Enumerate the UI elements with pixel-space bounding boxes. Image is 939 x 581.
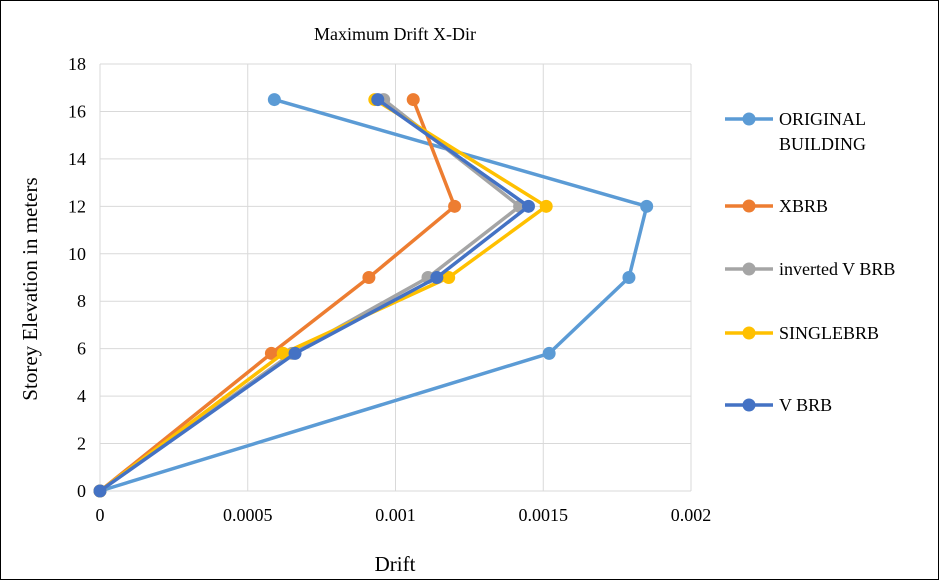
x-tick-label: 0.0015 [519, 505, 569, 525]
legend-label: SINGLEBRB [779, 323, 879, 343]
data-point [622, 271, 636, 284]
legend-entry: XBRB [725, 196, 828, 216]
data-point [288, 346, 302, 360]
y-tick-label: 2 [77, 434, 86, 454]
data-point [371, 93, 385, 107]
data-point [267, 93, 281, 107]
y-tick-label: 8 [77, 291, 86, 311]
x-tick-label: 0.002 [671, 505, 712, 525]
y-tick-label: 10 [68, 244, 86, 264]
data-point [430, 271, 444, 284]
y-tick-label: 16 [68, 101, 86, 121]
legend-swatch-marker [742, 326, 756, 340]
y-tick-label: 6 [77, 339, 86, 359]
data-point [521, 199, 535, 213]
x-tick-label: 0 [96, 505, 105, 525]
data-point [406, 93, 420, 107]
data-point [448, 199, 462, 213]
chart-title: Maximum Drift X-Dir [314, 24, 476, 44]
legend-label: V BRB [779, 395, 832, 415]
y-tick-label: 4 [77, 386, 86, 406]
data-point [264, 346, 278, 360]
legend-entry: SINGLEBRB [725, 323, 879, 343]
data-point [276, 346, 290, 360]
legend-label: XBRB [779, 196, 828, 216]
series-layer [93, 93, 654, 498]
legend-swatch-marker [742, 199, 756, 213]
legend-swatch-marker [742, 398, 756, 412]
data-point [640, 199, 654, 213]
series-4 [93, 93, 535, 498]
y-tick-label: 18 [68, 54, 86, 74]
series-1 [93, 93, 462, 498]
data-point [362, 271, 376, 284]
y-axis-title: Storey Elevation in meters [18, 177, 42, 400]
legend-entry: inverted V BRB [725, 259, 895, 279]
data-point [93, 484, 107, 498]
x-axis-title: Drift [375, 552, 416, 576]
legend: ORIGINAL BUILDING XBRB inverted V BRB SINGLE… [725, 109, 895, 415]
legend-entry: ORIGINAL BUILDING [725, 109, 866, 154]
series-line [98, 98, 531, 493]
legend-swatch-marker [742, 112, 756, 126]
data-point [542, 346, 556, 360]
data-point [442, 271, 456, 284]
legend-swatch-marker [742, 262, 756, 276]
y-tick-label: 0 [77, 481, 86, 501]
y-tick-label: 12 [68, 196, 86, 216]
data-point [539, 199, 553, 213]
legend-label: ORIGINAL [779, 109, 866, 129]
x-tick-label: 0.001 [375, 505, 416, 525]
tick-labels: 0 2 4 6 8 10 12 14 16 18 0 0.0005 0.001 0.0015 0.002 [68, 54, 711, 525]
y-tick-label: 14 [68, 149, 86, 169]
legend-label: BUILDING [779, 134, 866, 154]
x-tick-label: 0.0005 [223, 505, 273, 525]
legend-entry: V BRB [725, 395, 832, 415]
series-3 [93, 93, 553, 498]
legend-label: inverted V BRB [779, 259, 895, 279]
series-line [98, 98, 522, 493]
